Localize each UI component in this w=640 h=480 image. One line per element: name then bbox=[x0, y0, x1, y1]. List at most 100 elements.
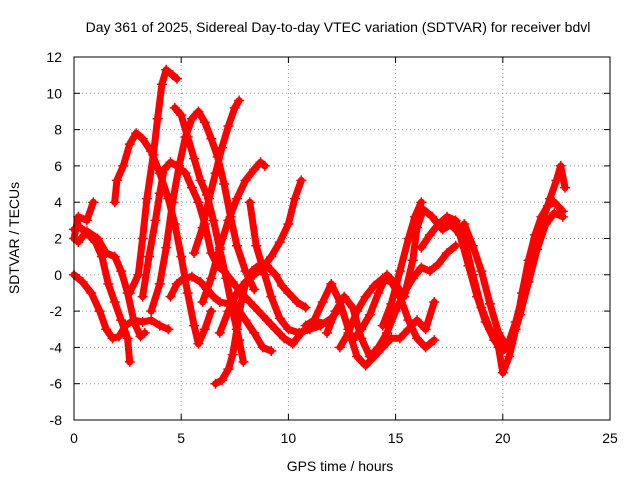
data-point-track-22-13 bbox=[549, 208, 560, 219]
data-point-track-9-12 bbox=[257, 342, 268, 353]
series-line-track-23 bbox=[460, 162, 569, 351]
data-point-track-12-0 bbox=[189, 248, 200, 259]
data-point-track-9-2 bbox=[178, 273, 189, 284]
data-point-track-17-8 bbox=[390, 306, 401, 317]
data-point-track-5-13 bbox=[193, 338, 204, 349]
data-point-track-4-3 bbox=[101, 248, 112, 259]
data-point-track-11-14 bbox=[300, 302, 311, 313]
series-track-23 bbox=[459, 160, 570, 353]
data-point-track-17-12 bbox=[424, 266, 435, 277]
data-point-track-11-10 bbox=[270, 269, 281, 280]
data-point-track-2-6 bbox=[114, 331, 125, 342]
data-point-track-22-5 bbox=[480, 316, 491, 327]
series-track-17 bbox=[321, 240, 461, 362]
data-point-track-22-0 bbox=[437, 224, 448, 235]
data-point-track-9-1 bbox=[171, 278, 182, 289]
data-point-track-10-1 bbox=[176, 110, 187, 121]
data-point-track-8-2 bbox=[161, 242, 172, 253]
data-point-track-14-2 bbox=[231, 287, 242, 298]
data-point-track-23-8 bbox=[527, 248, 538, 259]
data-point-track-3-3 bbox=[88, 197, 99, 208]
data-point-track-13-0 bbox=[197, 297, 208, 308]
data-point-track-21-3 bbox=[442, 211, 453, 222]
data-point-track-2-10 bbox=[146, 315, 157, 326]
data-point-track-23-5 bbox=[502, 342, 513, 353]
data-point-track-13-4 bbox=[231, 193, 242, 204]
data-point-track-1-7 bbox=[116, 315, 127, 326]
data-point-track-19-4 bbox=[382, 269, 393, 280]
data-point-track-6-6 bbox=[156, 79, 167, 90]
data-point-track-8-3 bbox=[167, 197, 178, 208]
data-point-track-6-5 bbox=[152, 113, 163, 124]
data-point-track-8-15 bbox=[249, 284, 260, 295]
data-point-track-18-1 bbox=[343, 327, 354, 338]
x-tick-label-5: 25 bbox=[602, 430, 618, 446]
data-point-track-15-0 bbox=[244, 197, 255, 208]
data-point-track-5-12 bbox=[189, 320, 200, 331]
data-point-track-5-0 bbox=[109, 197, 120, 208]
data-point-track-3-1 bbox=[73, 211, 84, 222]
data-point-track-5-10 bbox=[176, 251, 187, 262]
data-point-track-4-7 bbox=[129, 316, 140, 327]
data-point-track-7-3 bbox=[154, 188, 165, 199]
data-point-track-5-14 bbox=[199, 324, 210, 335]
series-track-6 bbox=[124, 64, 182, 298]
data-point-track-4-1 bbox=[81, 226, 92, 237]
data-point-track-2-12 bbox=[163, 324, 174, 335]
data-point-track-19-1 bbox=[356, 324, 367, 335]
series-line-track-8 bbox=[147, 107, 258, 315]
y-tick-label-0: -8 bbox=[50, 412, 63, 428]
data-point-track-21-11 bbox=[504, 351, 515, 362]
data-point-track-16-6 bbox=[352, 351, 363, 362]
y-tick-label-2: -4 bbox=[50, 339, 63, 355]
data-point-track-15-5 bbox=[283, 324, 294, 335]
data-point-track-9-0 bbox=[165, 291, 176, 302]
data-point-track-7-1 bbox=[144, 251, 155, 262]
data-point-track-15-3 bbox=[266, 291, 277, 302]
y-tick-label-5: 2 bbox=[54, 231, 62, 247]
data-point-track-2-7 bbox=[120, 320, 131, 331]
data-point-track-9-3 bbox=[186, 271, 197, 282]
data-point-track-14-10 bbox=[296, 175, 307, 186]
data-point-track-17-0 bbox=[321, 327, 332, 338]
data-point-track-9-11 bbox=[249, 327, 260, 338]
y-tick-label-7: 6 bbox=[54, 158, 62, 174]
data-point-track-11-12 bbox=[283, 287, 294, 298]
data-point-track-7-8 bbox=[186, 182, 197, 193]
data-point-track-20-3 bbox=[403, 233, 414, 244]
data-point-track-7-18 bbox=[261, 315, 272, 326]
data-point-track-11-3 bbox=[227, 349, 238, 360]
data-point-track-8-7 bbox=[193, 106, 204, 117]
data-point-track-19-0 bbox=[347, 335, 358, 346]
data-point-track-14-9 bbox=[289, 193, 300, 204]
data-point-track-18-3 bbox=[360, 291, 371, 302]
data-point-track-23-9 bbox=[536, 218, 547, 229]
x-tick-label-2: 10 bbox=[281, 430, 297, 446]
data-point-track-16-7 bbox=[360, 360, 371, 371]
data-point-track-8-8 bbox=[199, 117, 210, 128]
series-track-9 bbox=[165, 271, 277, 357]
data-point-track-23-6 bbox=[510, 316, 521, 327]
data-point-track-18-10 bbox=[420, 342, 431, 353]
data-point-track-12-5 bbox=[223, 120, 234, 131]
data-point-track-9-4 bbox=[195, 277, 206, 288]
data-point-track-7-9 bbox=[193, 197, 204, 208]
data-point-track-20-5 bbox=[416, 197, 427, 208]
data-point-track-17-6 bbox=[373, 342, 384, 353]
y-tick-label-6: 4 bbox=[54, 194, 62, 210]
data-point-track-7-20 bbox=[279, 333, 290, 344]
data-point-track-11-13 bbox=[291, 297, 302, 308]
data-point-track-7-4 bbox=[159, 164, 170, 175]
data-point-track-11-1 bbox=[216, 375, 227, 386]
data-point-track-7-5 bbox=[165, 157, 176, 168]
y-axis-label: SDTVAR / TECUs bbox=[6, 182, 22, 294]
data-point-track-22-2 bbox=[454, 229, 465, 240]
data-point-track-23-1 bbox=[467, 240, 478, 251]
data-point-track-8-0 bbox=[146, 306, 157, 317]
data-point-track-23-0 bbox=[459, 218, 470, 229]
data-point-track-5-3 bbox=[124, 139, 135, 150]
data-point-track-4-9 bbox=[139, 327, 150, 338]
series-line-track-3 bbox=[70, 198, 97, 242]
data-point-track-23-13 bbox=[559, 182, 570, 193]
